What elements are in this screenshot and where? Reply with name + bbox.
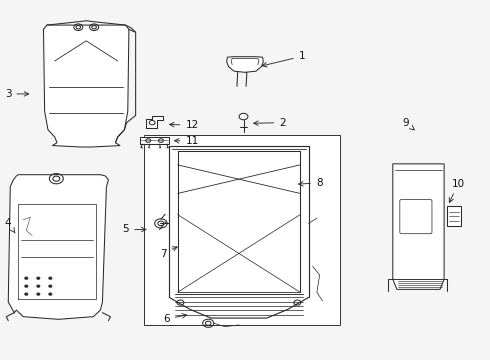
Text: 3: 3 [5, 89, 28, 99]
Circle shape [49, 277, 52, 279]
Circle shape [37, 277, 40, 279]
Text: 5: 5 [122, 225, 146, 234]
Circle shape [25, 285, 28, 287]
Circle shape [37, 285, 40, 287]
Polygon shape [140, 137, 169, 144]
Text: 10: 10 [449, 179, 465, 202]
Circle shape [25, 293, 28, 295]
Circle shape [49, 285, 52, 287]
Text: 4: 4 [5, 218, 15, 233]
Circle shape [37, 293, 40, 295]
Text: 8: 8 [298, 178, 322, 188]
Polygon shape [393, 164, 444, 289]
Text: 2: 2 [254, 118, 286, 128]
Text: 11: 11 [174, 136, 198, 146]
Bar [144, 135, 340, 325]
Circle shape [25, 277, 28, 279]
Polygon shape [44, 25, 129, 147]
Polygon shape [8, 175, 108, 319]
Text: 9: 9 [402, 118, 415, 130]
Circle shape [49, 293, 52, 295]
Text: 12: 12 [170, 120, 198, 130]
Text: 6: 6 [163, 314, 187, 324]
Polygon shape [227, 57, 263, 72]
FancyBboxPatch shape [400, 199, 432, 234]
Text: 1: 1 [262, 51, 305, 67]
Bar [447, 206, 461, 226]
Polygon shape [146, 116, 163, 128]
Text: 7: 7 [160, 247, 177, 258]
